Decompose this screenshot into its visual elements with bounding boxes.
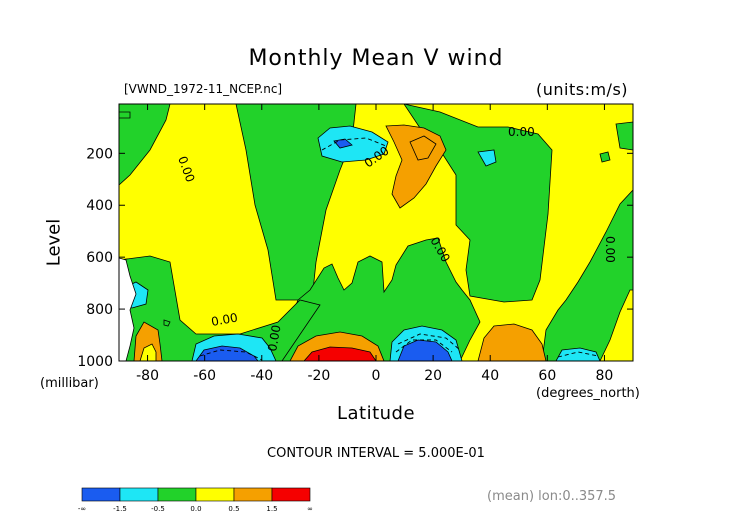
- colorbar-swatch: [271, 487, 311, 502]
- x-tick-label: -20: [307, 368, 330, 384]
- chart-title: Monthly Mean V wind: [248, 46, 504, 71]
- y-tick-label: 600: [86, 250, 113, 266]
- y-tick-label: 200: [86, 146, 113, 162]
- x-tick-label: 20: [424, 368, 442, 384]
- colorbar-label: -1.5: [113, 505, 127, 513]
- negative-contour-line: [397, 333, 461, 351]
- contour-label: 0.00: [210, 311, 239, 329]
- contour-interval-text: CONTOUR INTERVAL = 5.000E-01: [267, 446, 485, 461]
- colorbar-label: -∞: [78, 505, 86, 513]
- sh-fill-green: [119, 104, 171, 186]
- colorbar-label: -0.5: [151, 505, 165, 513]
- colorbar-swatch: [81, 487, 121, 502]
- fill-blue: [195, 345, 259, 361]
- colorbar-label: ∞: [307, 505, 313, 513]
- fill-green: [615, 121, 633, 151]
- fill-cyan: [555, 347, 601, 361]
- x-axis-label: Latitude: [336, 403, 416, 424]
- y-tick-label: 1000: [77, 354, 113, 370]
- fill-yellow: [139, 343, 157, 361]
- x-tick-label: -80: [136, 368, 159, 384]
- y-tick-label: 800: [86, 302, 113, 318]
- x-tick-label: 40: [481, 368, 499, 384]
- fill-green: [163, 319, 171, 327]
- fill-green: [119, 111, 131, 119]
- colorbar-swatch: [119, 487, 159, 502]
- dataset-label: [VWND_1972-11_NCEP.nc]: [124, 82, 283, 96]
- contour-label: 0.00: [508, 125, 535, 139]
- fill-cyan: [317, 125, 389, 163]
- colorbar-label: 0.5: [228, 505, 239, 513]
- negative-contour-line: [321, 137, 387, 151]
- contour-fill-group: 0.00 0.000.000.000.000.000.00: [119, 104, 633, 361]
- missing-data-region: [119, 257, 137, 361]
- y-tick-label: 400: [86, 198, 113, 214]
- y-axis-unit: (millibar): [40, 376, 99, 391]
- x-tick-label: 60: [538, 368, 556, 384]
- negative-contour-line: [395, 339, 453, 353]
- fill-red: [303, 346, 377, 361]
- mean-note: (mean) lon:0..357.5: [487, 489, 617, 504]
- negative-contour-line: [199, 349, 263, 361]
- fill-green: [599, 151, 611, 163]
- colorbar-swatch: [195, 487, 235, 502]
- colorbar-swatch: [157, 487, 197, 502]
- contour-label: 0.00: [603, 236, 617, 263]
- x-axis-unit: (degrees_north): [536, 386, 640, 401]
- x-tick-label: -60: [193, 368, 216, 384]
- fill-green: [119, 255, 321, 361]
- units-label: (units:m/s): [536, 80, 629, 99]
- fill-orange: [409, 135, 437, 161]
- contour-label: 0.00: [265, 324, 283, 353]
- x-tick-label: 80: [596, 368, 614, 384]
- fill-orange: [477, 323, 547, 361]
- colorbar-swatch: [233, 487, 273, 502]
- fill-cyan: [477, 149, 497, 167]
- fill-green: [403, 104, 553, 303]
- x-tick-label: -40: [250, 368, 273, 384]
- fill-green: [541, 189, 633, 361]
- x-tick-label: 0: [372, 368, 381, 384]
- colorbar-label: 0.0: [190, 505, 201, 513]
- fill-yellow: [599, 289, 633, 361]
- colorbar-label: 1.5: [266, 505, 277, 513]
